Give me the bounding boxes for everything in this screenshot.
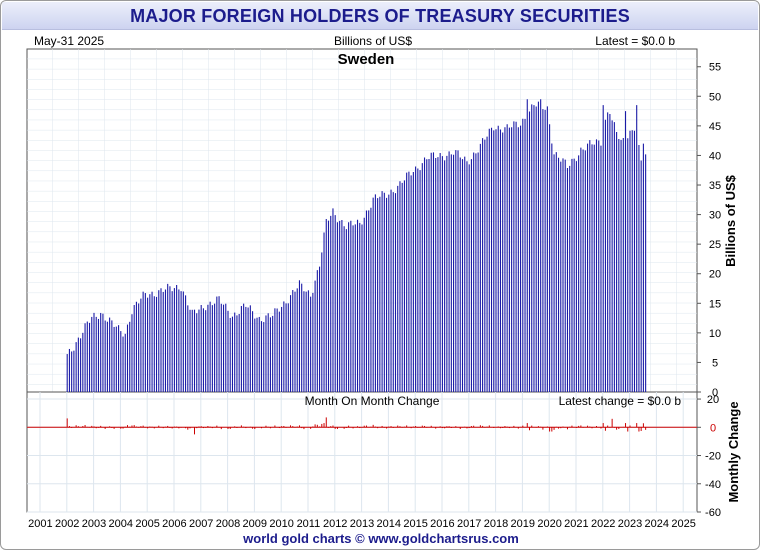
sub-panel-title: Month On Month Change (305, 394, 440, 408)
x-tick-label: 2017 (457, 518, 481, 530)
y-tick-label: 40 (709, 150, 721, 162)
x-tick-label: 2018 (484, 518, 508, 530)
sub-y-tick-label: 0 (710, 422, 716, 434)
latest-change-label: Latest change = $0.0 b (559, 394, 682, 408)
x-tick-label: 2021 (564, 518, 588, 530)
x-tick-label: 2007 (189, 518, 213, 530)
y-tick-label: 20 (709, 269, 721, 281)
chart-svg: May-31 2025 Billions of US$ Latest = $0.… (26, 34, 741, 546)
x-tick-label: 2015 (403, 518, 427, 530)
x-tick-label: 2014 (377, 518, 401, 530)
y-tick-label: 45 (709, 121, 721, 133)
x-tick-label: 2012 (323, 518, 347, 530)
x-tick-label: 2008 (216, 518, 240, 530)
y-tick-label: 10 (709, 328, 721, 340)
sub-y-tick-label: -40 (705, 479, 721, 491)
x-tick-label: 2005 (135, 518, 159, 530)
latest-label: Latest = $0.0 b (595, 34, 675, 48)
x-tick-label: 2009 (243, 518, 267, 530)
y-tick-label: 55 (709, 62, 721, 74)
x-tick-label: 2001 (28, 518, 52, 530)
date-label: May-31 2025 (34, 34, 104, 48)
x-axis-ticks: 2001 2002 2003 2004 2005 2006 2007 2008 2009 2010… (28, 518, 696, 530)
x-tick-label: 2002 (55, 518, 79, 530)
x-tick-label: 2020 (537, 518, 561, 530)
change-bars (27, 417, 697, 435)
sub-y-axis-ticks: 20 0 -20 -40 -60 (697, 394, 721, 519)
x-tick-label: 2022 (591, 518, 615, 530)
x-tick-label: 2006 (162, 518, 186, 530)
chart-title: MAJOR FOREIGN HOLDERS OF TREASURY SECURI… (130, 6, 630, 26)
sub-y-tick-label: -20 (705, 451, 721, 463)
sub-y-axis-title: Monthly Change (726, 401, 741, 502)
y-tick-label: 30 (709, 210, 721, 222)
y-tick-label: 35 (709, 180, 721, 192)
y-tick-label: 50 (709, 91, 721, 103)
title-bar: MAJOR FOREIGN HOLDERS OF TREASURY SECURI… (2, 2, 758, 30)
y-tick-label: 25 (709, 239, 721, 251)
sub-y-tick-label: 20 (707, 394, 719, 406)
y-tick-label: 15 (709, 298, 721, 310)
x-tick-label: 2004 (109, 518, 133, 530)
y-axis-title: Billions of US$ (723, 174, 738, 267)
sub-y-tick-label: -60 (705, 507, 721, 519)
x-tick-label: 2024 (645, 518, 669, 530)
y-tick-label: 0 (712, 387, 718, 399)
x-tick-label: 2003 (82, 518, 106, 530)
main-bars (66, 99, 647, 392)
country-title: Sweden (338, 51, 395, 68)
units-label: Billions of US$ (334, 34, 412, 48)
y-axis-ticks: 0 5 10 15 20 25 30 35 40 45 50 55 (697, 62, 721, 399)
x-tick-label: 2025 (671, 518, 695, 530)
x-tick-label: 2016 (430, 518, 454, 530)
x-tick-label: 2019 (511, 518, 535, 530)
footer-credit: world gold charts © www.goldchartsrus.co… (242, 531, 519, 546)
x-tick-label: 2013 (350, 518, 374, 530)
x-tick-label: 2011 (297, 518, 321, 530)
x-tick-label: 2010 (269, 518, 293, 530)
y-tick-label: 5 (712, 357, 718, 369)
x-tick-label: 2023 (618, 518, 642, 530)
